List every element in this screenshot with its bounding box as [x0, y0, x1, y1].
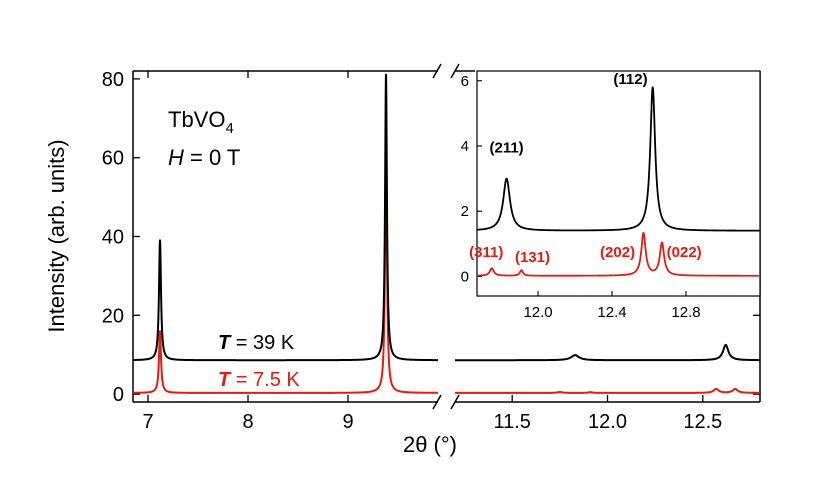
x-tick-label: 9	[342, 411, 353, 433]
axis-break-mark	[432, 63, 442, 79]
axis-break-mark	[432, 394, 442, 410]
x-tick-label: 12.0	[588, 411, 627, 433]
t-cold-label: T = 7.5 K	[218, 369, 300, 391]
x-tick-label: 11.5	[493, 411, 530, 433]
y-tick-label: 80	[102, 69, 124, 91]
compound-label: TbVO4	[168, 107, 234, 137]
inset-peak-label-red: (202)	[600, 244, 635, 261]
axis-break-mark	[450, 394, 460, 410]
y-axis-label: Intensity (arb. units)	[44, 139, 69, 332]
inset-ticks: 0 2 4 6 12.0 12.4 12.8	[461, 73, 701, 321]
field-label: H = 0 T	[168, 145, 240, 170]
inset-plot: 0 2 4 6 12.0 12.4 12.8 (211) (112) (311) (131) (20…	[461, 70, 761, 321]
inset-y-tick-label: 0	[461, 268, 469, 285]
series-line	[132, 73, 439, 362]
inset-series-line	[476, 231, 761, 277]
x-tick-label: 12.5	[683, 411, 722, 433]
inset-peak-label: (112)	[613, 71, 647, 88]
inset-frame	[476, 70, 761, 297]
series-line	[454, 387, 761, 394]
y-tick-label: 20	[102, 305, 124, 327]
inset-x-tick-label: 12.8	[671, 304, 700, 321]
inset-series	[476, 86, 761, 277]
y-tick-label: 0	[113, 384, 124, 406]
axis-break-mark	[450, 63, 460, 79]
inset-peak-labels: (211) (112) (311) (131) (202) (022)	[469, 71, 702, 266]
series-line	[454, 343, 761, 362]
inset-peak-label-red: (131)	[515, 249, 550, 266]
inset-y-tick-label: 6	[461, 73, 469, 90]
x-axis-label: 2θ (°)	[403, 432, 457, 457]
inset-y-tick-label: 2	[461, 203, 469, 220]
y-tick-label: 40	[102, 227, 124, 249]
inset-x-tick-label: 12.0	[523, 304, 552, 321]
main-series	[132, 73, 761, 394]
x-tick-label: 7	[142, 411, 153, 433]
inset-y-tick-label: 4	[461, 138, 469, 155]
inset-peak-label: (211)	[489, 140, 523, 157]
t-hot-label: T = 39 K	[218, 332, 295, 354]
inset-peak-label-red: (311)	[469, 244, 503, 261]
inset-series-line	[476, 86, 761, 232]
y-tick-label: 60	[102, 148, 124, 170]
inset-x-tick-label: 12.4	[597, 304, 626, 321]
inset-peak-label-red: (022)	[667, 244, 702, 261]
x-tick-label: 8	[242, 411, 253, 433]
